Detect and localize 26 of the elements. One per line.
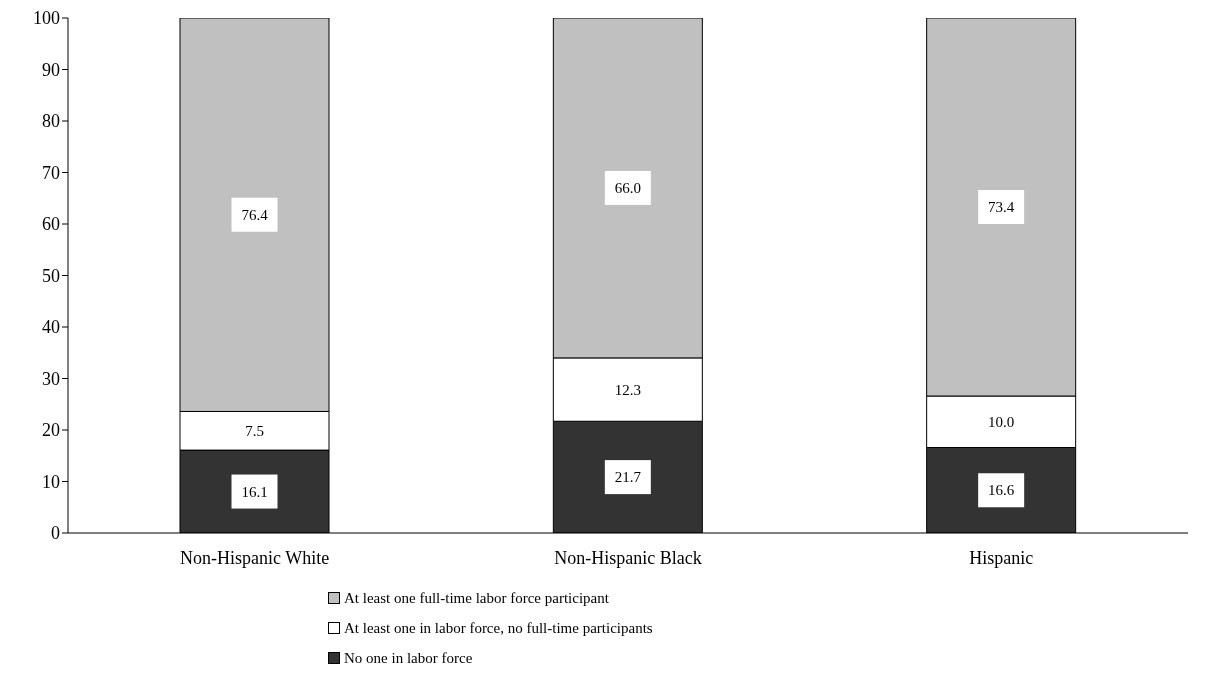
data-label: 16.6 — [988, 482, 1015, 499]
legend-label: No one in labor force — [344, 649, 473, 667]
x-tick-label: Non-Hispanic Black — [554, 547, 702, 568]
data-label: 16.1 — [241, 483, 268, 500]
y-tick-label: 30 — [42, 368, 60, 389]
data-label: 12.3 — [614, 381, 641, 398]
x-tick-label: Hispanic — [969, 547, 1034, 568]
y-tick-label: 60 — [42, 214, 60, 235]
y-tick-label: 90 — [42, 59, 60, 80]
legend-label: At least one full-time labor force participant — [344, 589, 609, 607]
legend-label: At least one in labor force, no full-time participants — [344, 619, 653, 637]
data-label: 10.0 — [988, 413, 1015, 430]
data-label: 7.5 — [245, 422, 264, 439]
y-tick-label: 50 — [42, 265, 60, 286]
y-tick-label: 10 — [42, 471, 60, 492]
data-label: 73.4 — [988, 199, 1015, 216]
data-label: 76.4 — [241, 206, 269, 223]
y-tick-label: 100 — [33, 8, 60, 29]
y-tick-label: 40 — [42, 317, 60, 338]
x-tick-label: Non-Hispanic White — [180, 547, 330, 568]
data-label: 21.7 — [614, 469, 642, 486]
data-label: 66.0 — [614, 179, 641, 196]
y-tick-label: 70 — [42, 162, 60, 183]
y-tick-label: 20 — [42, 420, 60, 441]
y-tick-label: 80 — [42, 111, 60, 132]
y-tick-label: 0 — [51, 523, 60, 544]
